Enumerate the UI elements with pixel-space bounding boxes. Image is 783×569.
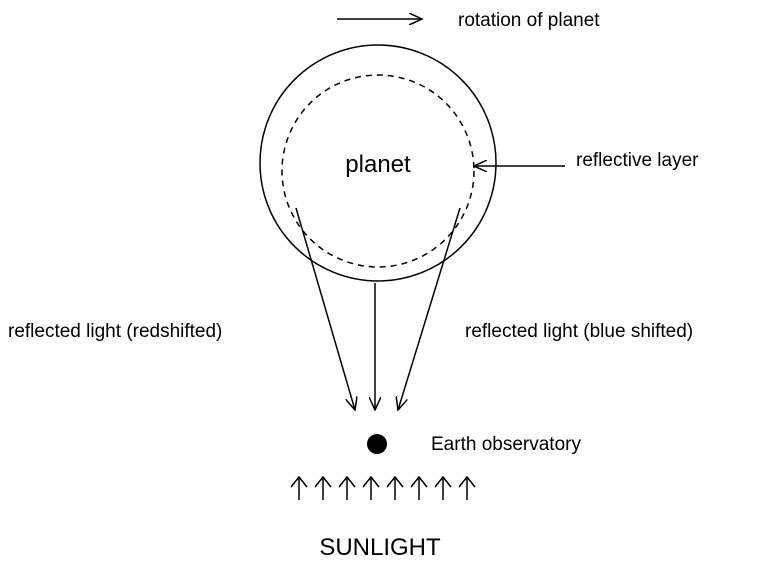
sunlight-arrows: [290, 475, 476, 500]
blue-label: reflected light (blue shifted): [465, 321, 693, 342]
red-label: reflected light (redshifted): [8, 321, 222, 342]
blue-arrow: [398, 207, 461, 410]
red-arrow: [295, 207, 355, 410]
earth-dot: [367, 434, 387, 454]
rotation-label: rotation of planet: [458, 10, 600, 31]
planet-label: planet: [345, 151, 411, 178]
layer-label: reflective layer: [576, 150, 699, 171]
sunlight-label: SUNLIGHT: [319, 534, 441, 561]
planet-circle: [259, 44, 497, 282]
earth-label: Earth observatory: [431, 434, 581, 455]
